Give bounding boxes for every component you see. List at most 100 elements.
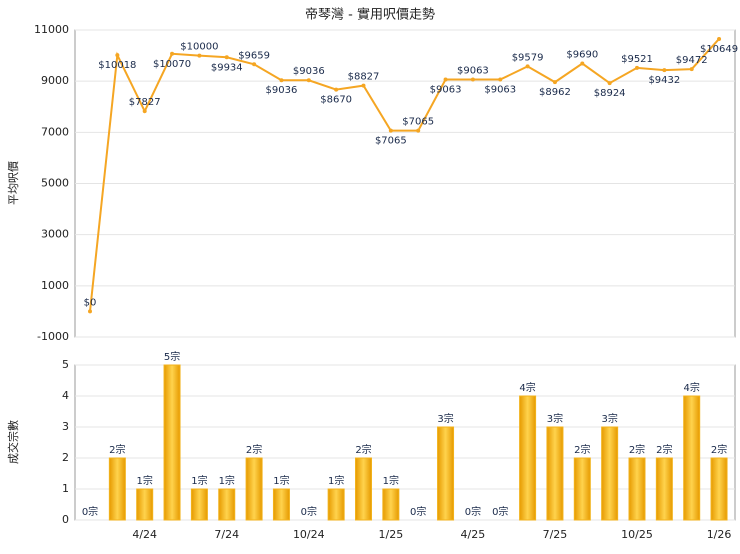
bar (628, 457, 646, 521)
data-label: 4宗 (684, 381, 700, 394)
data-label: $7827 (129, 97, 161, 108)
point (552, 80, 557, 85)
y-tick-label: 5000 (41, 177, 69, 190)
data-label: 2宗 (711, 443, 727, 456)
point (224, 55, 229, 60)
y-tick-label: 5 (62, 358, 69, 371)
y-axis-title: 平均呎價 (6, 161, 20, 205)
x-tick-label: 10/25 (621, 528, 653, 541)
y-tick-label: 3000 (41, 228, 69, 241)
bar (218, 488, 236, 521)
point (470, 77, 475, 82)
data-label: 2宗 (355, 443, 371, 456)
data-label: 2宗 (656, 443, 672, 456)
chart-title: 帝琴灣 - 實用呎價走勢 (305, 7, 435, 23)
data-label: $8924 (594, 88, 626, 99)
bar (437, 426, 455, 521)
point (197, 53, 202, 58)
y-tick-label: 1000 (41, 279, 69, 292)
point (334, 87, 339, 92)
data-label: 1宗 (328, 474, 344, 487)
y-tick-label: 7000 (41, 125, 69, 138)
point (580, 61, 585, 66)
data-label: $9063 (457, 66, 489, 77)
data-label: 0宗 (492, 505, 508, 518)
point (252, 62, 257, 67)
y-tick-label: 1 (62, 482, 69, 495)
line (89, 38, 720, 312)
bar (245, 457, 263, 521)
point (635, 65, 639, 70)
data-label: $9036 (293, 66, 325, 77)
data-label: $9579 (512, 52, 544, 63)
data-label: 2宗 (574, 443, 590, 456)
point (88, 309, 92, 314)
point (115, 53, 120, 58)
bar (327, 488, 345, 521)
data-label: $0 (84, 297, 97, 308)
point (170, 51, 175, 56)
data-label: $8827 (348, 72, 380, 83)
bar (519, 395, 537, 521)
data-label: $7065 (375, 136, 407, 147)
point (689, 67, 694, 72)
data-label: 2宗 (246, 443, 262, 456)
data-label: 2宗 (629, 443, 645, 456)
bar (601, 426, 619, 521)
data-label: 0宗 (410, 505, 426, 518)
data-label: 1宗 (273, 474, 289, 487)
data-label: $10070 (153, 59, 191, 70)
data-label: $9659 (238, 50, 270, 61)
x-tick-label: 1/26 (707, 528, 732, 541)
data-label: 0宗 (301, 505, 317, 518)
bar (190, 488, 208, 521)
point (498, 77, 503, 82)
x-tick-label: 4/24 (132, 528, 157, 541)
x-tick-label: 10/24 (293, 528, 325, 541)
bar (272, 488, 290, 521)
bar (683, 395, 701, 521)
data-label: 3宗 (547, 412, 563, 425)
data-label: 0宗 (465, 505, 481, 518)
point (443, 77, 448, 82)
y-tick-label: 3 (62, 420, 69, 433)
point (279, 78, 284, 83)
point (416, 128, 421, 133)
data-label: 4宗 (519, 381, 535, 394)
y-tick-label: 4 (62, 389, 69, 402)
bar (546, 426, 564, 521)
data-label: $9036 (266, 85, 298, 96)
data-label: $8670 (320, 95, 352, 106)
y-tick-label: 11000 (34, 23, 69, 36)
point (717, 36, 722, 41)
data-label: $8962 (539, 87, 571, 98)
data-label: $10018 (98, 60, 136, 71)
bar (710, 457, 728, 521)
data-label: $9063 (484, 85, 516, 96)
data-label: 1宗 (383, 474, 399, 487)
point (306, 78, 311, 83)
bar (655, 457, 673, 521)
data-label: $10649 (700, 44, 738, 55)
y-tick-label: 2 (62, 451, 69, 464)
bar (573, 457, 591, 521)
point (662, 68, 667, 73)
data-label: $10000 (180, 42, 218, 53)
point (525, 64, 530, 69)
data-label: 0宗 (82, 505, 98, 518)
data-label: $9690 (566, 50, 598, 61)
bar (355, 457, 372, 521)
data-label: 3宗 (437, 412, 453, 425)
point (607, 81, 612, 86)
bar (108, 457, 126, 521)
x-tick-label: 7/25 (543, 528, 568, 541)
y-tick-label: 0 (62, 513, 69, 526)
data-label: $9472 (676, 55, 708, 66)
y-tick-label: 9000 (41, 74, 69, 87)
data-label: 5宗 (164, 350, 180, 363)
y-axis-title: 成交宗數 (6, 420, 20, 464)
data-label: 3宗 (601, 412, 617, 425)
data-label: $9432 (648, 75, 680, 86)
bar (382, 488, 400, 521)
